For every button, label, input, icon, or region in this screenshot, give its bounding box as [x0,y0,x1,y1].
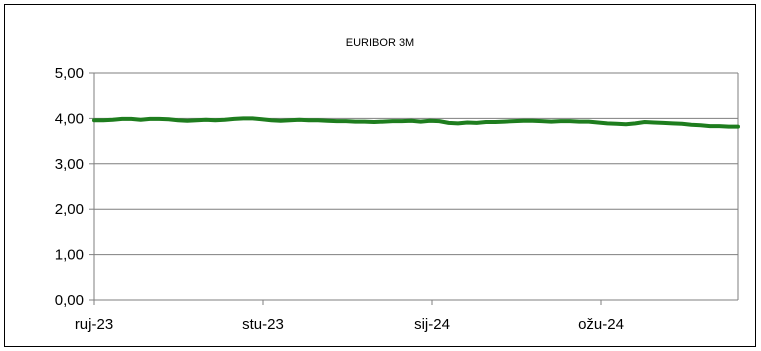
series-layer [92,116,740,129]
x-tick-label: ožu-24 [578,316,624,333]
y-tick-label: 4,00 [55,110,84,127]
chart-title: EURIBOR 3M [346,37,414,49]
y-tick-label: 5,00 [55,65,84,82]
axis-layer [89,72,739,305]
x-tick-label: ruj-23 [75,316,113,333]
y-tick-label: 3,00 [55,156,84,173]
tick-label-layer: 0,00 1,00 2,00 3,00 4,00 5,00 ruj-23 stu-23 sij-… [55,65,624,333]
y-tick-label: 0,00 [55,292,84,309]
x-tick-label: stu-23 [242,316,284,333]
series-line [92,116,740,129]
y-tick-label: 2,00 [55,201,84,218]
y-tick-label: 1,00 [55,247,84,264]
chart-border [4,4,756,347]
x-tick-label: sij-24 [414,316,450,333]
